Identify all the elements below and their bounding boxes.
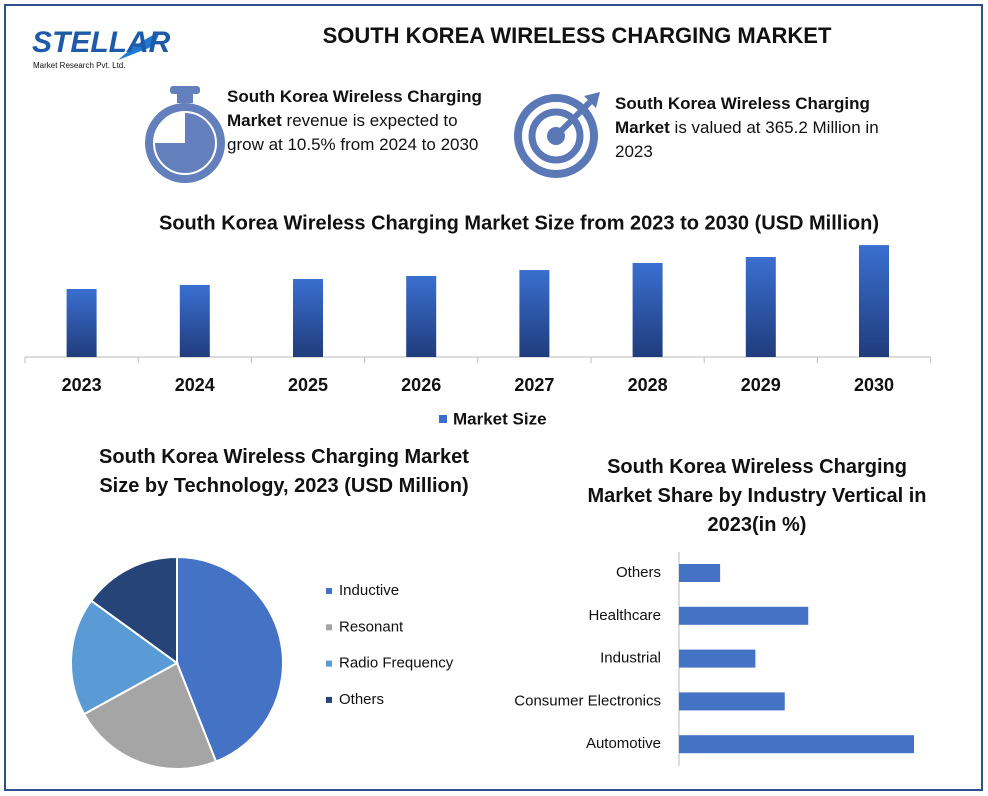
info-text: revenue is expected to grow at 10.5% fro… [227, 111, 479, 154]
bar [293, 278, 323, 357]
logo-name: STELLAR [32, 26, 171, 59]
y-tick-label: Automotive [586, 735, 661, 752]
bar [406, 276, 437, 357]
legend-label: Resonant [339, 618, 404, 635]
x-tick-label: 2023 [62, 375, 102, 395]
legend-marker [326, 696, 332, 703]
bar [859, 245, 889, 357]
legend-marker [326, 624, 332, 631]
legend-label: Inductive [339, 582, 399, 599]
legend-label: Market Size [453, 409, 547, 428]
legend-marker [326, 660, 332, 667]
target-icon [514, 92, 600, 178]
info-text: is valued at 365.2 Million in 2023 [615, 118, 879, 161]
bar [632, 262, 663, 357]
bar-chart-title: South Korea Wireless Charging Market Siz… [159, 212, 879, 234]
logo-swoosh [118, 32, 160, 60]
legend-marker [439, 415, 447, 423]
stopwatch-icon [145, 86, 225, 183]
pie-slice [82, 661, 218, 770]
main-title: SOUTH KOREA WIRELESS CHARGING MARKET [323, 23, 832, 48]
bar [519, 270, 550, 357]
y-tick-label: Others [616, 564, 661, 581]
bar [679, 564, 721, 582]
info-box-content: South Korea Wireless Charging Market is … [505, 80, 885, 192]
bar [179, 284, 210, 357]
bar [679, 735, 914, 754]
x-tick-label: 2029 [741, 375, 781, 395]
y-tick-label: Consumer Electronics [514, 692, 661, 709]
bar [679, 606, 809, 625]
info-bold: South Korea Wireless Charging Market [227, 87, 482, 130]
x-tick-label: 2028 [628, 375, 668, 395]
y-tick-label: Industrial [600, 650, 661, 667]
pie-slice [89, 555, 178, 665]
legend-label: Radio Frequency [339, 655, 454, 672]
page-border [4, 4, 983, 791]
y-tick-label: Healthcare [588, 607, 661, 624]
bar [679, 649, 756, 668]
info-box-content: South Korea Wireless Charging Market rev… [135, 77, 497, 189]
legend-label: Others [339, 691, 384, 708]
x-tick-label: 2024 [175, 375, 215, 395]
x-tick-label: 2027 [514, 375, 554, 395]
logo-tagline: Market Research Pvt. Ltd. [33, 61, 125, 70]
x-tick-label: 2025 [288, 375, 328, 395]
hbar-title: South Korea Wireless Charging Market Sha… [587, 456, 927, 536]
bar [679, 692, 785, 711]
bar [745, 257, 776, 357]
x-tick-label: 2030 [854, 375, 894, 395]
x-tick-label: 2026 [401, 375, 441, 395]
pie-title: South Korea Wireless Charging Market Siz… [99, 446, 469, 497]
pie-slice [70, 599, 179, 716]
legend-marker [326, 588, 332, 594]
pie-slice [176, 555, 284, 763]
info-bold: South Korea Wireless Charging Market [615, 94, 870, 137]
bar [66, 289, 97, 357]
